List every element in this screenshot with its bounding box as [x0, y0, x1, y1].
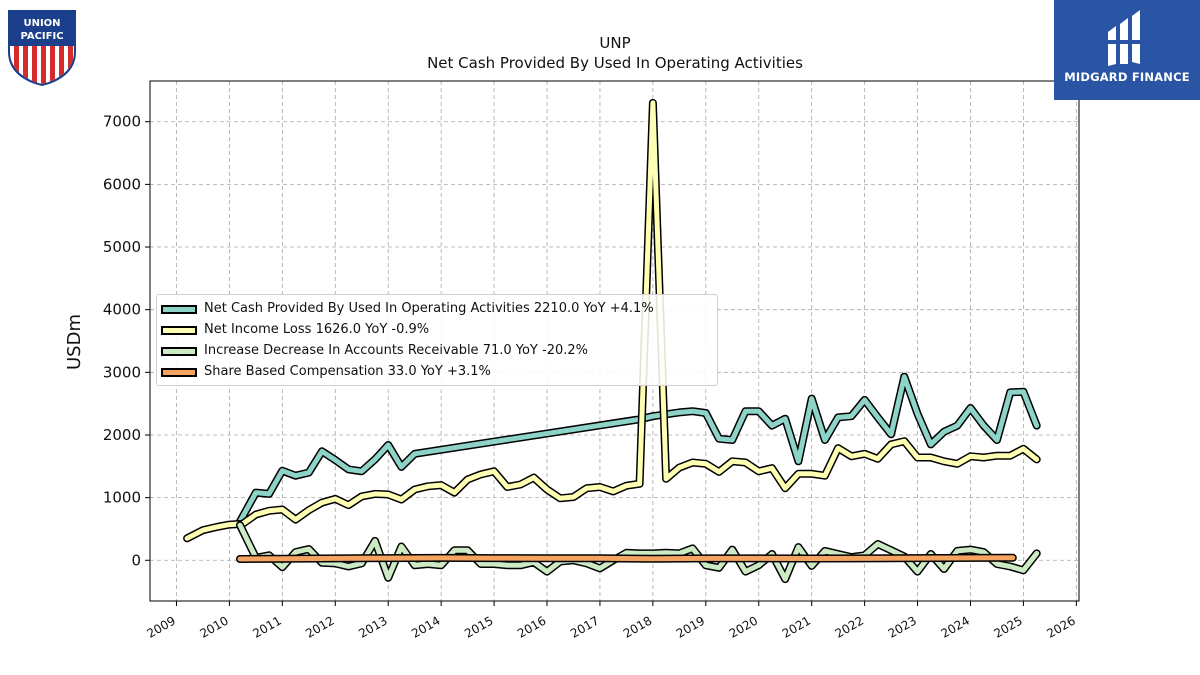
x-tick-label: 2014 — [409, 613, 442, 640]
y-tick-label: 7000 — [103, 113, 141, 131]
plot-frame — [149, 80, 1080, 602]
chart-subtitle: Net Cash Provided By Used In Operating A… — [427, 54, 803, 72]
x-tick-label: 2017 — [568, 613, 601, 640]
x-tick-label: 2018 — [621, 613, 654, 640]
y-tick-label: 1000 — [103, 489, 141, 507]
legend-swatch-share-comp — [161, 368, 197, 377]
x-tick-label: 2023 — [886, 613, 919, 640]
x-tick-label: 2013 — [356, 613, 389, 640]
series-line-net-income-loss — [184, 100, 1040, 541]
union-pacific-logo: UNION PACIFIC — [6, 8, 78, 86]
legend-label-net-income: Net Income Loss 1626.0 YoY -0.9% — [204, 322, 430, 337]
x-tick-label: 2025 — [991, 613, 1024, 640]
y-tick-label: 2000 — [103, 426, 141, 444]
x-tick-label: 2026 — [1044, 613, 1077, 640]
y-tick-label: 0 — [131, 551, 141, 569]
x-tick-label: 2021 — [780, 613, 813, 640]
y-tick-label: 3000 — [103, 363, 141, 381]
legend-item-operating-cash: Net Cash Provided By Used In Operating A… — [157, 299, 717, 319]
x-tick-label: 2019 — [674, 613, 707, 640]
legend-item-share-comp: Share Based Compensation 33.0 YoY +3.1% — [157, 362, 717, 382]
y-tick-label: 6000 — [103, 175, 141, 193]
x-tick-label: 2010 — [197, 613, 230, 640]
y-tick-label: 5000 — [103, 238, 141, 256]
midgard-brand-text: MIDGARD FINANCE — [1064, 70, 1190, 84]
chart-title: UNP — [599, 34, 630, 52]
legend-item-receivables: Increase Decrease In Accounts Receivable… — [157, 341, 717, 361]
x-tick-label: 2015 — [462, 613, 495, 640]
midgard-finance-logo: MIDGARD FINANCE — [1054, 0, 1200, 100]
y-tick-label: 4000 — [103, 301, 141, 319]
x-tick-label: 2012 — [303, 613, 336, 640]
x-tick-label: 2011 — [250, 613, 283, 640]
x-tick-label: 2022 — [833, 613, 866, 640]
x-tick-label: 2020 — [727, 613, 760, 640]
series-lines — [183, 98, 1041, 584]
legend-swatch-net-income — [161, 326, 197, 335]
x-tick-label: 2016 — [515, 613, 548, 640]
legend-swatch-receivables — [161, 347, 197, 356]
legend-label-share-comp: Share Based Compensation 33.0 YoY +3.1% — [204, 364, 491, 379]
logo-text-union: UNION — [23, 18, 60, 29]
series-line-share-based-compensation — [237, 555, 1016, 562]
legend-label-operating-cash: Net Cash Provided By Used In Operating A… — [204, 301, 654, 316]
x-axis-ticks: 2009 2010 2011 2012 2013 2014 2015 2016 2017 2018… — [145, 601, 1078, 641]
x-tick-label: 2009 — [145, 613, 178, 640]
legend-swatch-operating-cash — [161, 305, 197, 314]
chart-legend: Net Cash Provided By Used In Operating A… — [156, 294, 718, 386]
y-axis-label: USDm — [64, 314, 85, 370]
series-line-net-cash-provided-by-used-in-operating-activities — [237, 374, 1040, 524]
legend-label-receivables: Increase Decrease In Accounts Receivable… — [204, 343, 588, 358]
logo-text-pacific: PACIFIC — [20, 31, 63, 42]
shield-icon: UNION PACIFIC — [8, 10, 76, 86]
legend-item-net-income: Net Income Loss 1626.0 YoY -0.9% — [157, 320, 717, 340]
midgard-mark-icon — [1104, 10, 1144, 66]
y-axis-ticks: 0 1000 2000 3000 4000 5000 6000 7000 — [103, 113, 150, 569]
x-tick-label: 2024 — [939, 613, 972, 640]
